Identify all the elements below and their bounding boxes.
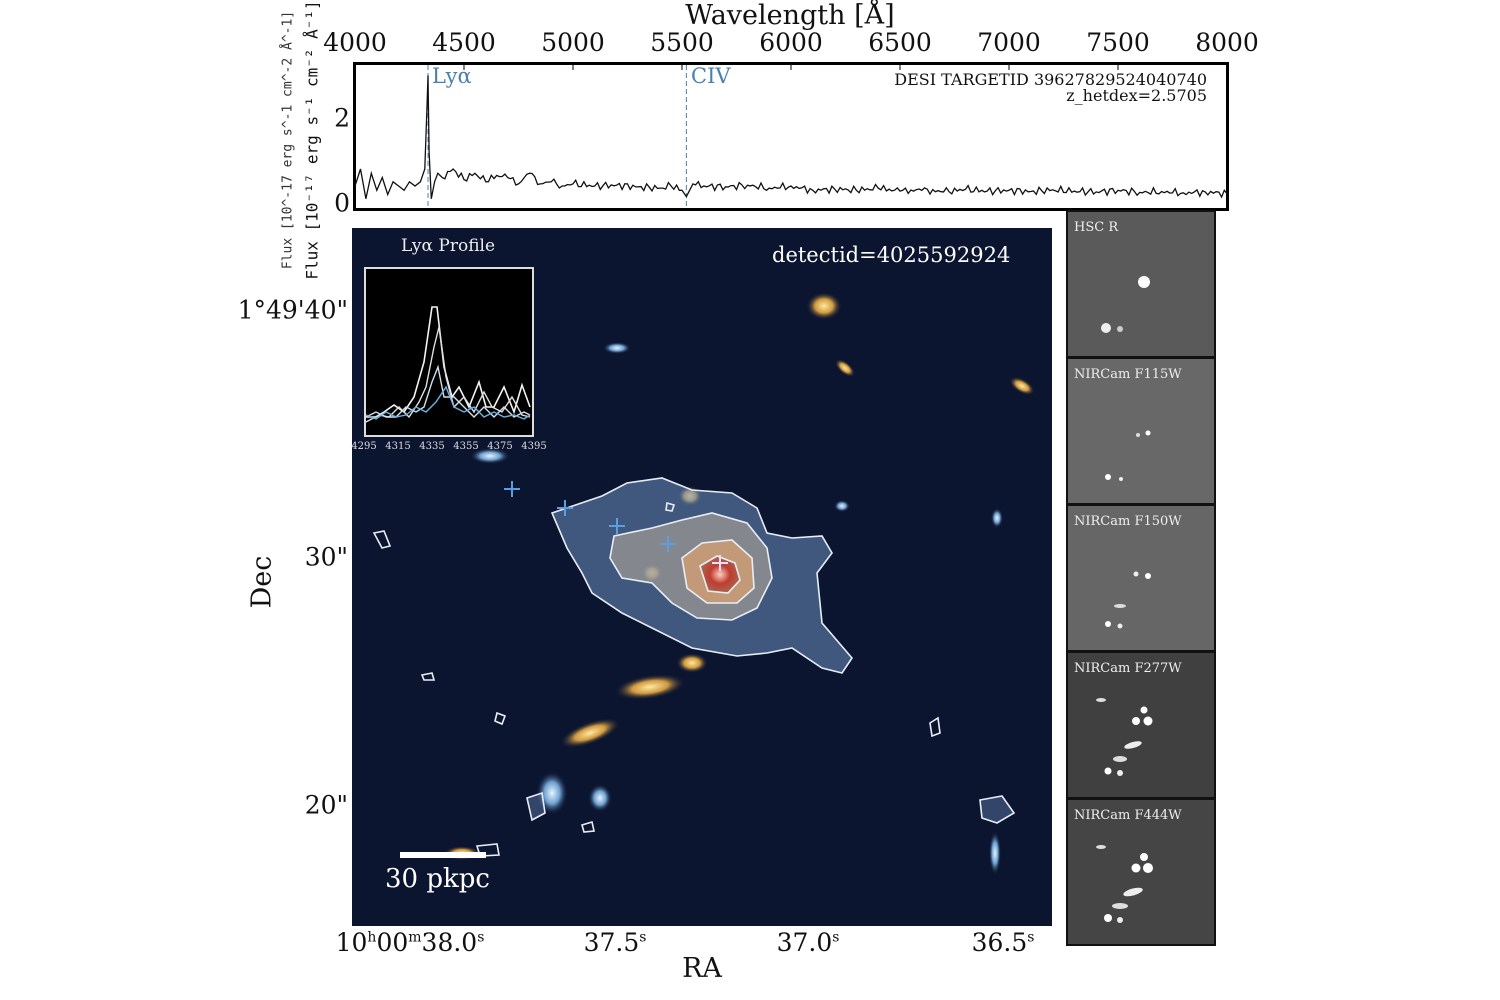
inset-xtick: 4395 xyxy=(521,441,547,452)
inset-xtick: 4295 xyxy=(351,441,377,452)
detectid-label: detectid=4025592924 xyxy=(772,243,1011,267)
ra-tick-37.0: 37.0s xyxy=(776,928,840,957)
thumbnail-nircam-f150w: NIRCam F150W xyxy=(1066,504,1216,652)
spectrum-xtick: 8000 xyxy=(1195,28,1259,57)
spectrum-xtick: 6000 xyxy=(759,28,823,57)
spectrum-ytick-0: 0 xyxy=(334,188,350,218)
dec-tick-30: 30" xyxy=(304,542,348,572)
scalebar xyxy=(400,852,486,858)
lya-profile-inset xyxy=(364,267,534,437)
thumbnail-hsc-r: HSC R xyxy=(1066,210,1216,358)
spectrum-ylabel: Flux [10⁻¹⁷ erg s⁻¹ cm⁻² Å⁻¹] xyxy=(302,0,322,280)
thumbnail-label: NIRCam F150W xyxy=(1074,514,1182,529)
spectrum-ytick-2: 2 xyxy=(334,103,350,133)
inset-title: Lyα Profile xyxy=(400,236,496,256)
ra-tick-36.5: 36.5s xyxy=(971,928,1035,957)
scalebar-label: 30 pkpc xyxy=(385,864,490,894)
thumbnail-label: NIRCam F115W xyxy=(1074,367,1182,382)
source-markers xyxy=(504,481,728,571)
dec-tick-20: 20" xyxy=(304,790,348,820)
spectrum-xtick: 7000 xyxy=(977,28,1041,57)
thumbnail-nircam-f115w: NIRCam F115W xyxy=(1066,357,1216,505)
dec-tick-40: 1°49'40" xyxy=(237,295,348,325)
spectrum-target-id: DESI TARGETID 39627829524040740 xyxy=(894,70,1207,89)
civ-line-label: CIV xyxy=(691,64,731,88)
spectrum-series xyxy=(354,75,1228,199)
spectrum-xlabel: Wavelength [Å] xyxy=(685,0,895,31)
dec-axis-label: Dec xyxy=(246,555,278,609)
spectrum-redshift: z_hetdex=2.5705 xyxy=(1066,86,1207,105)
ra-tick-37.5: 37.5s xyxy=(583,928,647,957)
lya-contours xyxy=(372,477,1016,857)
thumbnail-label: NIRCam F277W xyxy=(1074,661,1182,676)
spectrum-xtick: 5500 xyxy=(650,28,714,57)
ra-tick-38: 10h00m38.0s xyxy=(335,928,485,957)
inset-xtick: 4355 xyxy=(453,441,479,452)
spectrum-xtick: 4500 xyxy=(432,28,496,57)
lya-line-label: Lyα xyxy=(432,64,472,88)
thumbnail-label: NIRCam F444W xyxy=(1074,808,1182,823)
inset-xtick: 4375 xyxy=(487,441,513,452)
inset-xtick: 4315 xyxy=(385,441,411,452)
inset-profile-2 xyxy=(365,326,531,423)
thumbnail-nircam-f277w: NIRCam F277W xyxy=(1066,651,1216,799)
spectrum-xtick: 5000 xyxy=(541,28,605,57)
inset-profile-4 xyxy=(365,385,531,420)
spectrum-plot xyxy=(353,62,1229,211)
spectrum-xtick: 6500 xyxy=(868,28,932,57)
ra-axis-label: RA xyxy=(682,953,722,984)
thumbnail-nircam-f444w: NIRCam F444W xyxy=(1066,798,1216,946)
inset-xtick: 4335 xyxy=(419,441,445,452)
spectrum-xtick: 7500 xyxy=(1086,28,1150,57)
chart-ylabel: Flux [10^-17 erg s^-1 cm^-2 Å^-1] xyxy=(280,10,296,270)
thumbnail-label: HSC R xyxy=(1074,220,1119,235)
spectrum-xtick: 4000 xyxy=(323,28,387,57)
